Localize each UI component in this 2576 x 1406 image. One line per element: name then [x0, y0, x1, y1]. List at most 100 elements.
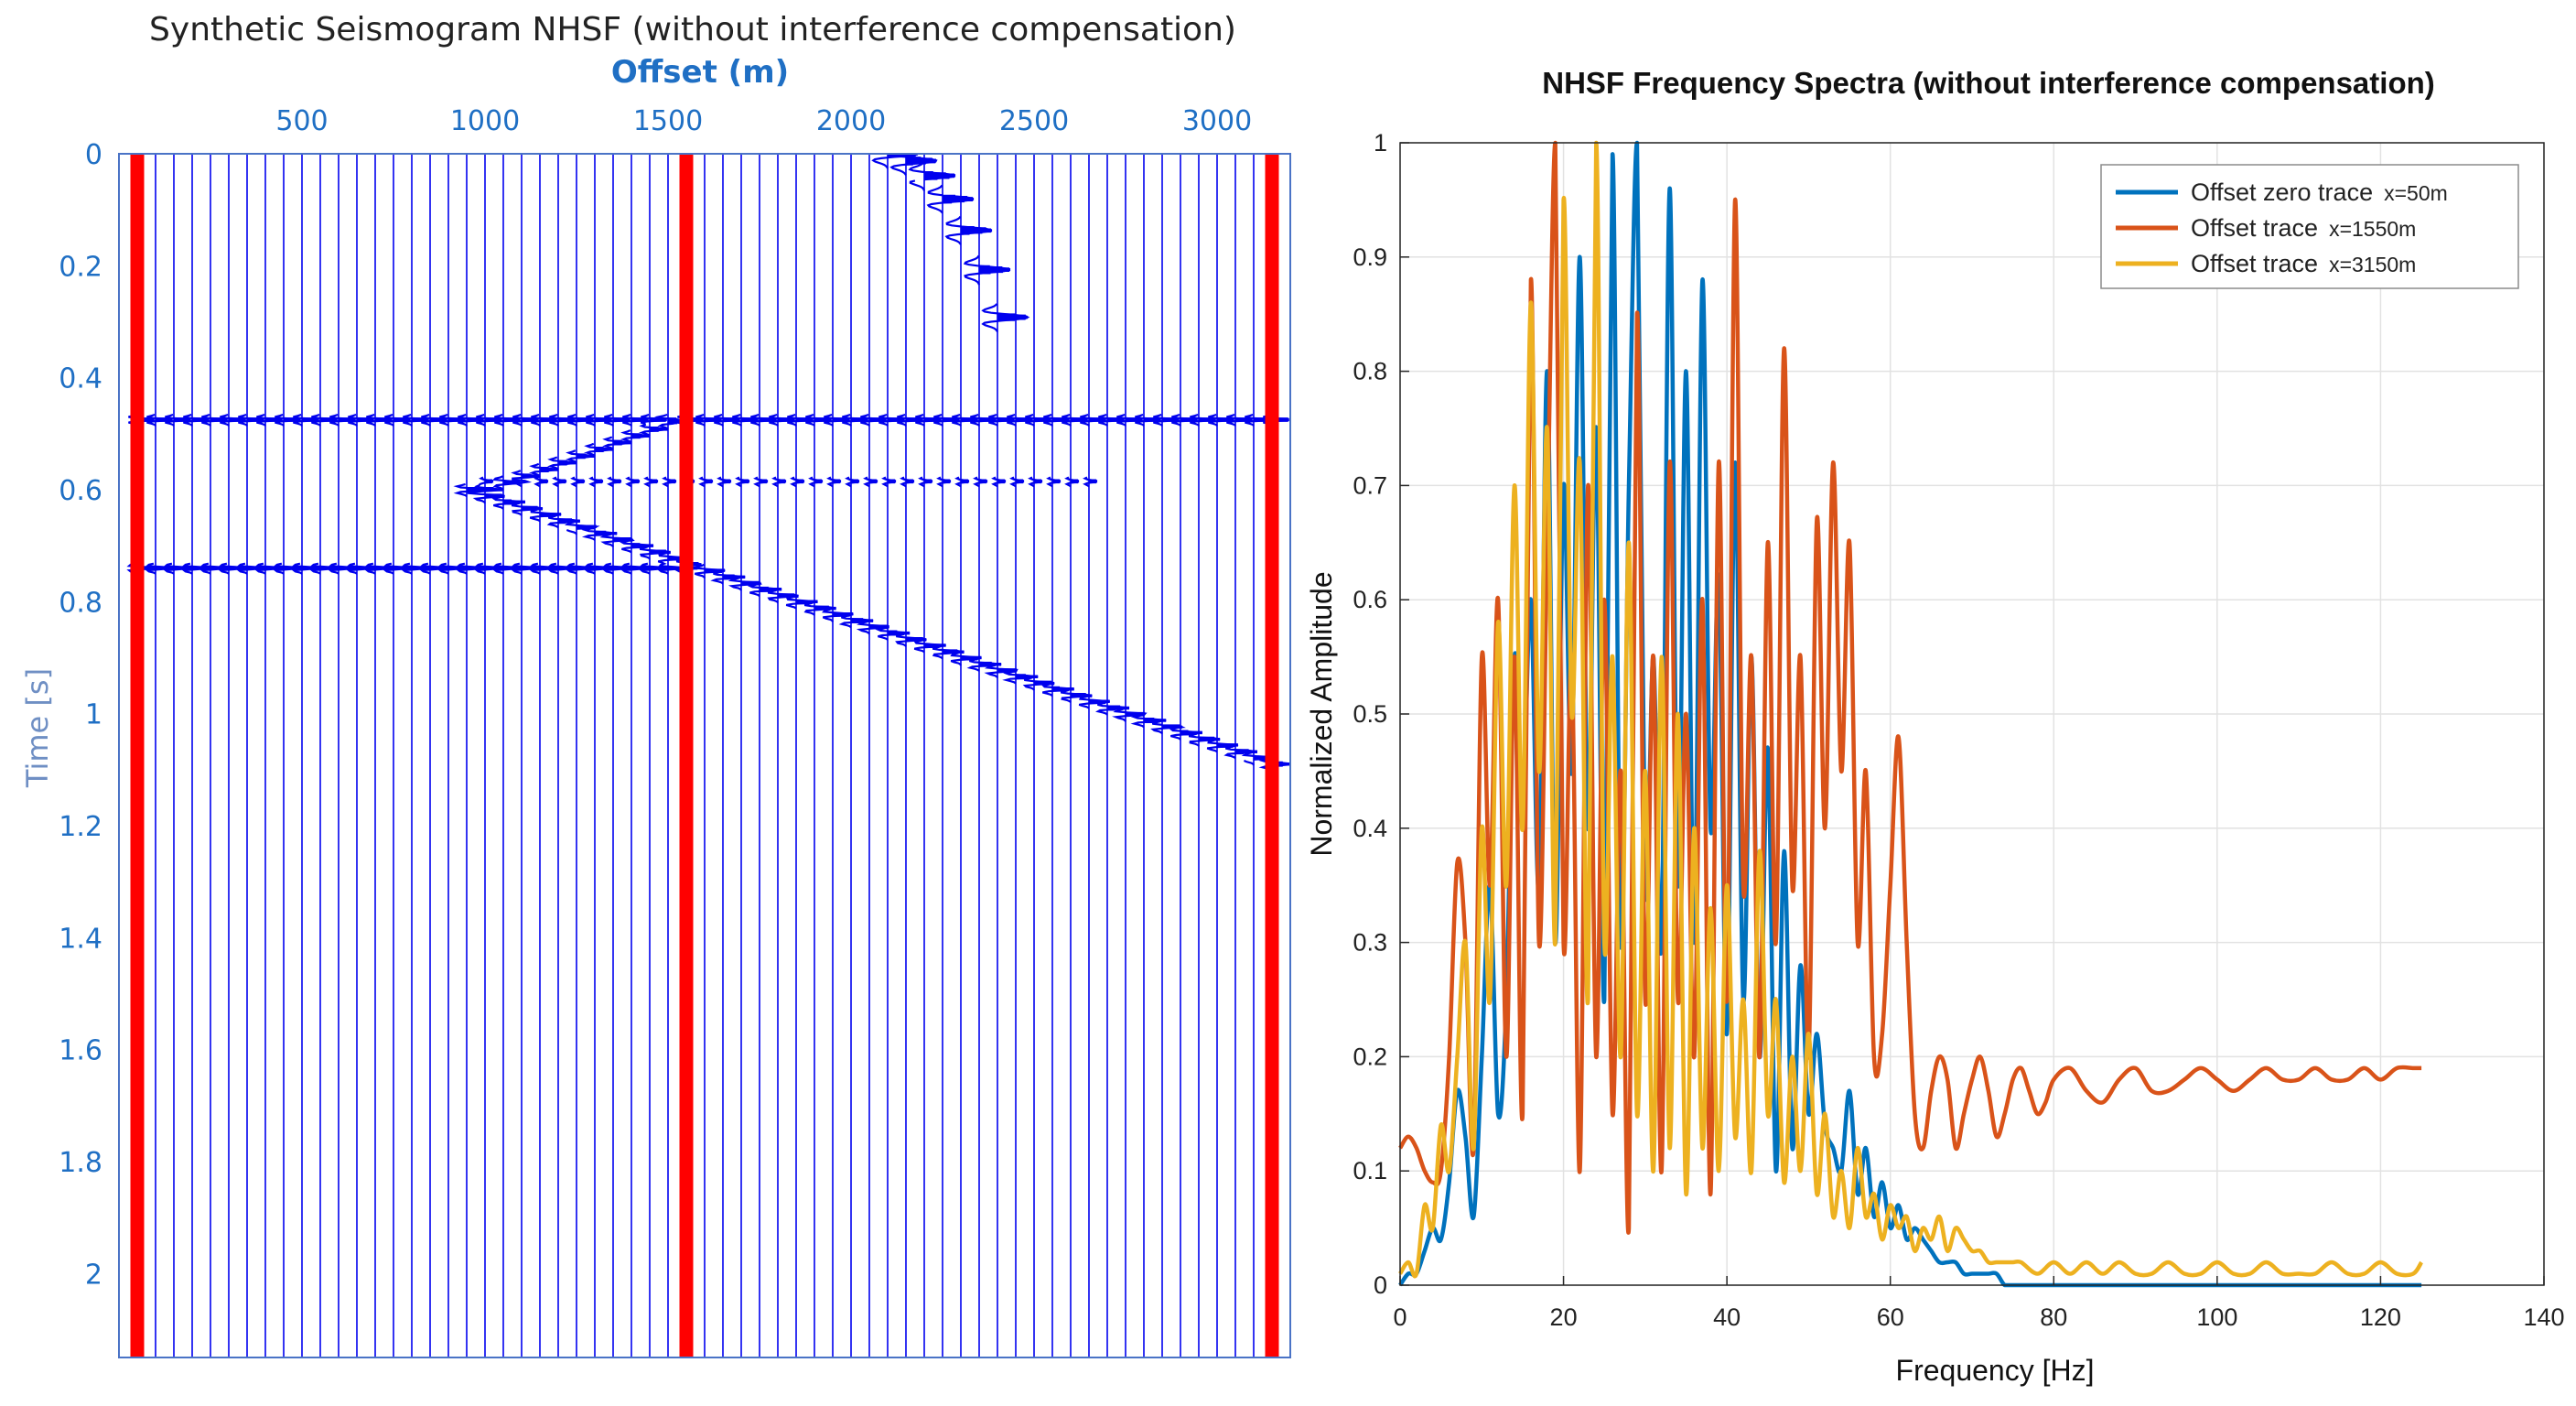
seismogram-wiggle-fill	[192, 417, 212, 570]
spectra-panel: NHSF Frequency Spectra (without interfer…	[1305, 66, 2565, 1387]
seismogram-wiggle-fill	[357, 417, 377, 570]
seismogram-wiggle-fill	[1126, 417, 1146, 717]
spectra-series-yellow	[1398, 140, 2424, 1279]
spectra-y-tick-label: 0.8	[1353, 358, 1387, 385]
seismogram-panel: Synthetic Seismogram NHSF (without inter…	[20, 11, 1291, 1358]
seismogram-wiggle-fill	[613, 417, 633, 570]
seismogram-events	[126, 154, 1290, 772]
legend-name-blue: Offset zero trace	[2191, 178, 2373, 206]
seismogram-wiggle-fill	[1199, 417, 1221, 741]
spectra-y-tick-label: 0.4	[1353, 815, 1387, 842]
seismogram-wiggle-fill	[814, 417, 836, 611]
seismogram-x-tick-label: 2000	[816, 105, 886, 137]
seismogram-wiggle-fill	[393, 417, 414, 570]
spectra-y-tick-label: 0	[1374, 1271, 1387, 1299]
seismogram-wiggle-fill	[577, 417, 597, 570]
seismogram-y-tick-label: 1.4	[59, 923, 102, 955]
spectra-x-tick-label: 0	[1393, 1303, 1407, 1331]
seismogram-wiggle-fill	[1071, 417, 1093, 698]
seismogram-wiggle-fill	[741, 417, 760, 586]
seismogram-wiggle-fill	[997, 313, 1028, 673]
spectra-y-ticks: 0 0.1 0.2 0.3 0.4 0.5 0.6 0.7 0.8 0.9 1	[1353, 129, 1409, 1299]
seismogram-wiggle-fill	[906, 157, 936, 642]
seismogram-wiggle-fill	[1254, 417, 1274, 761]
seismogram-wiggle-fill	[1217, 417, 1238, 748]
seismogram-wiggle-fill	[302, 417, 322, 570]
seismogram-wiggle-fill	[595, 417, 618, 570]
seismogram-wiggle-fill	[1144, 417, 1167, 723]
seismogram-wiggle-fill	[851, 417, 874, 624]
seismogram-plot-area	[126, 154, 1290, 1357]
seismogram-wiggle-fill	[668, 417, 690, 570]
seismogram-wiggle-fill	[1235, 417, 1257, 755]
seismogram-wiggle-fill	[869, 417, 889, 630]
seismogram-ylabel: Time [s]	[20, 668, 55, 788]
seismogram-wiggle-fill	[156, 417, 176, 570]
seismogram-y-tick-label: 0.2	[59, 251, 102, 283]
seismogram-y-tick-label: 0.4	[59, 363, 102, 395]
seismogram-wiggle-fill	[943, 194, 973, 654]
seismogram-y-tick-label: 1.2	[59, 811, 102, 843]
seismogram-x-tick-label: 1000	[450, 105, 520, 137]
spectra-y-tick-label: 0.5	[1353, 700, 1387, 728]
spectra-x-ticks: 0 20 40 60 80 100 120 140	[1393, 1276, 2565, 1331]
seismogram-wiggle-fill	[320, 417, 340, 570]
spectra-title: NHSF Frequency Spectra (without interfer…	[1542, 66, 2435, 100]
seismogram-wiggle-fill	[522, 417, 543, 570]
seismogram-x-ticks: 500 1000 1500 2000 2500 3000	[275, 105, 1252, 137]
spectra-x-tick-label: 80	[2040, 1303, 2067, 1331]
seismogram-wiggle-fill	[631, 417, 653, 570]
seismogram-wiggle-fill	[247, 417, 267, 570]
spectra-xlabel: Frequency [Hz]	[1896, 1354, 2095, 1387]
spectra-y-tick-label: 1	[1374, 129, 1387, 157]
seismogram-y-tick-label: 1.6	[59, 1035, 102, 1067]
seismogram-wiggle-fill	[375, 417, 395, 570]
seismogram-y-tick-label: 1.8	[59, 1147, 102, 1179]
spectra-y-tick-label: 0.7	[1353, 471, 1387, 499]
seismogram-wiggle-fill	[558, 417, 580, 570]
seismogram-x-tick-label: 1500	[633, 105, 703, 137]
seismogram-wiggle-fill	[1016, 417, 1039, 680]
seismogram-wiggle-fill	[650, 417, 671, 570]
seismogram-wiggle-fill	[503, 417, 525, 570]
spectra-y-tick-label: 0.6	[1353, 586, 1387, 613]
seismogram-wiggle-fill	[778, 417, 799, 598]
legend-suffix-orange: x=1550m	[2329, 217, 2416, 241]
seismogram-wiggle-fill	[174, 417, 194, 570]
seismogram-wiggle-fill	[705, 417, 726, 574]
seismogram-wiggle-fill	[1180, 417, 1202, 736]
seismogram-xlabel: Offset (m)	[611, 54, 789, 91]
spectra-ylabel: Normalized Amplitude	[1305, 571, 1338, 856]
seismogram-wiggle-fill	[467, 417, 490, 570]
spectra-y-tick-label: 0.2	[1353, 1043, 1387, 1070]
seismogram-y-tick-label: 1	[85, 699, 102, 731]
seismogram-wiggle-fill	[284, 417, 304, 570]
seismogram-y-tick-label: 2	[85, 1259, 102, 1291]
seismogram-wiggle-fill	[540, 417, 562, 570]
seismogram-axes-box	[118, 153, 1291, 1358]
seismogram-x-tick-label: 3000	[1182, 105, 1252, 137]
seismogram-wiggle-fill	[485, 417, 505, 570]
seismogram-wiggle-fill	[723, 417, 746, 580]
seismogram-y-tick-label: 0.6	[59, 475, 102, 507]
seismogram-wiggle-fill	[1034, 417, 1055, 686]
seismogram-wiggle-fill	[210, 417, 231, 570]
seismogram-y-ticks: 0 0.2 0.4 0.6 0.8 1 1.2 1.4 1.6 1.8 2	[59, 139, 102, 1291]
spectra-x-tick-label: 40	[1713, 1303, 1741, 1331]
seismogram-wiggle-fill	[412, 417, 432, 570]
seismogram-wiggle-fill	[760, 417, 782, 592]
spectra-x-tick-label: 120	[2360, 1303, 2401, 1331]
seismogram-x-tick-label: 500	[275, 105, 328, 137]
spectra-x-tick-label: 100	[2196, 1303, 2237, 1331]
seismogram-wiggle-fill	[796, 417, 818, 605]
seismogram-wiggle-fill	[229, 417, 249, 570]
legend-name-orange: Offset trace	[2191, 214, 2318, 242]
spectra-x-tick-label: 20	[1550, 1303, 1578, 1331]
seismogram-wiggle-fill	[1107, 417, 1129, 711]
seismogram-wiggle-fill	[979, 265, 1009, 667]
seismogram-x-tick-label: 2500	[999, 105, 1069, 137]
seismogram-wiggle-fill	[924, 171, 954, 648]
spectra-series	[1398, 140, 2424, 1288]
seismogram-traces	[136, 154, 1273, 1357]
